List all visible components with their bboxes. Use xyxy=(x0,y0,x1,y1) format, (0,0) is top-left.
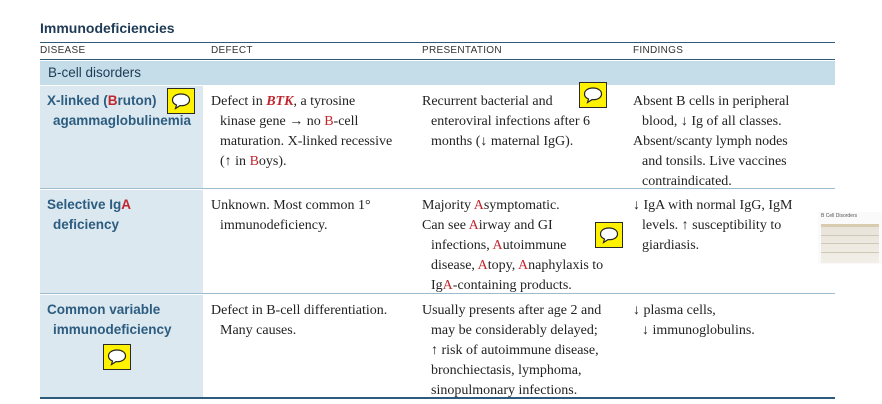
column-header-defect: DEFECT xyxy=(211,45,253,56)
text-line: Many causes. xyxy=(220,323,297,338)
disease-name-line: deficiency xyxy=(53,217,120,232)
defect-cell: Unknown. Most common 1° immunodeficiency… xyxy=(211,196,371,236)
disease-name: Common variable immunodeficiency xyxy=(47,300,172,340)
text-line: (↑ in Boys). xyxy=(220,154,287,169)
comment-note-icon[interactable] xyxy=(579,82,607,108)
text-line: Defect in B-cell differentiation. xyxy=(211,303,388,318)
text-line: sinopulmonary infections. xyxy=(431,383,578,398)
text-line: contraindicated. xyxy=(642,174,732,189)
text-line: enteroviral infections after 6 xyxy=(431,114,590,129)
text-line: IgA-containing products. xyxy=(431,278,572,293)
thumbnail-table xyxy=(821,224,879,263)
text-line: Can see Airway and GI xyxy=(422,218,553,233)
text-line: infections, Autoimmune xyxy=(431,238,567,253)
column-header-disease: DISEASE xyxy=(40,45,86,56)
text-line: disease, Atopy, Anaphylaxis to xyxy=(431,258,604,273)
disease-name-line: Common variable xyxy=(47,302,161,317)
text-line: Usually presents after age 2 and xyxy=(422,303,602,318)
column-header-findings: FINDINGS xyxy=(633,45,684,56)
text-line: bronchiectasis, lymphoma, xyxy=(431,363,582,378)
table-bottom-rule xyxy=(40,397,835,399)
comment-note-icon[interactable] xyxy=(103,344,131,370)
text-line: immunodeficiency. xyxy=(220,218,328,233)
emphasis-letter: B xyxy=(107,93,118,108)
section-title: B-cell disorders xyxy=(48,65,142,80)
header-bottom-rule xyxy=(40,59,835,60)
disease-name-line: X-linked (Bruton) xyxy=(47,93,157,108)
presentation-cell: Majority Asymptomatic. Can see Airway an… xyxy=(422,196,603,296)
text-line: ↑ risk of autoimmune disease, xyxy=(431,343,599,358)
column-header-presentation: PRESENTATION xyxy=(422,45,502,56)
text-line: ↓ immunoglobulins. xyxy=(642,323,755,338)
findings-cell: ↓ plasma cells, ↓ immunoglobulins. xyxy=(633,301,755,341)
text-line: months (↓ maternal IgG). xyxy=(431,134,574,149)
thumbnail-title: B Cell Disorders xyxy=(821,213,858,219)
text-line: Absent B cells in peripheral xyxy=(633,94,790,109)
defect-cell: Defect in BTK, a tyrosine kinase gene → … xyxy=(211,92,392,172)
text-line: levels. ↑ susceptibility to xyxy=(642,218,782,233)
text-line: and tonsils. Live vaccines xyxy=(642,154,787,169)
table-row: Common variable immunodeficiency Defect … xyxy=(40,295,835,399)
table-row: Selective IgA deficiency Unknown. Most c… xyxy=(40,190,835,294)
row-divider xyxy=(40,188,835,189)
text-line: Recurrent bacterial and xyxy=(422,94,553,109)
page-title: Immunodeficiencies xyxy=(40,20,175,36)
disease-name-line: agammaglobulinemia xyxy=(53,113,192,128)
disease-cell xyxy=(40,190,203,294)
text-line: kinase gene → no B-cell xyxy=(220,114,359,129)
comment-note-icon[interactable] xyxy=(167,88,195,114)
header-top-rule xyxy=(40,42,835,43)
disease-name: X-linked (Bruton) agammaglobulinemia xyxy=(47,91,191,131)
section-header: B-cell disorders xyxy=(40,61,835,85)
text-line: ↓ plasma cells, xyxy=(633,303,716,318)
text-line: Unknown. Most common 1° xyxy=(211,198,371,213)
text-line: maturation. X-linked recessive xyxy=(220,134,393,149)
text-line: Majority Asymptomatic. xyxy=(422,198,560,213)
text-line: may be considerably delayed; xyxy=(431,323,598,338)
comment-note-icon[interactable] xyxy=(595,222,623,248)
text-line: ↓ IgA with normal IgG, IgM xyxy=(633,198,793,213)
disease-name-line: Selective IgA xyxy=(47,197,132,212)
table-row: X-linked (Bruton) agammaglobulinemia Def… xyxy=(40,86,835,189)
presentation-cell: Recurrent bacterial and enteroviral infe… xyxy=(422,92,590,152)
text-line: Absent/scanty lymph nodes xyxy=(633,134,788,149)
presentation-cell: Usually presents after age 2 and may be … xyxy=(422,301,601,401)
text-line: Defect in BTK, a tyrosine xyxy=(211,94,356,109)
disease-name: Selective IgA deficiency xyxy=(47,195,131,235)
row-divider xyxy=(40,293,835,294)
defect-cell: Defect in B-cell differentiation. Many c… xyxy=(211,301,387,341)
findings-cell: Absent B cells in peripheral blood, ↓ Ig… xyxy=(633,92,789,192)
text-line: giardiasis. xyxy=(642,238,700,253)
thumbnail-preview[interactable]: B Cell Disorders xyxy=(818,212,882,264)
text-line: blood, ↓ Ig of all classes. xyxy=(642,114,782,129)
disease-name-line: immunodeficiency xyxy=(53,322,172,337)
findings-cell: ↓ IgA with normal IgG, IgM levels. ↑ sus… xyxy=(633,196,792,256)
